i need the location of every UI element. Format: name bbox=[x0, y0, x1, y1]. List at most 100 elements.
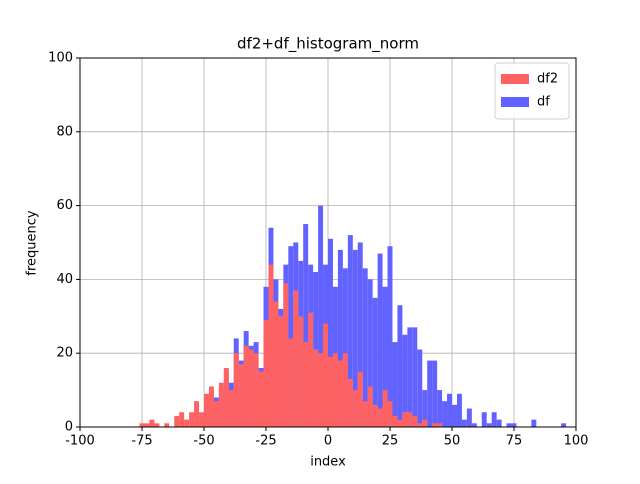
legend-swatch bbox=[501, 74, 529, 84]
bar bbox=[397, 305, 403, 427]
x-tick-label: 75 bbox=[506, 434, 523, 449]
bar bbox=[397, 419, 403, 427]
bar bbox=[303, 342, 309, 427]
bar bbox=[372, 297, 378, 427]
x-tick-label: -50 bbox=[193, 434, 214, 449]
bar bbox=[432, 423, 438, 427]
bar bbox=[199, 412, 204, 427]
bar bbox=[506, 423, 512, 427]
bar bbox=[223, 367, 229, 427]
bar bbox=[308, 312, 314, 427]
bar bbox=[402, 412, 408, 427]
bar bbox=[357, 371, 363, 427]
bar bbox=[243, 345, 249, 427]
bar bbox=[561, 423, 567, 427]
bar bbox=[367, 386, 373, 427]
legend-swatch bbox=[501, 97, 529, 107]
bar bbox=[481, 412, 487, 427]
y-tick-label: 100 bbox=[48, 51, 73, 66]
bar bbox=[466, 408, 472, 427]
bar bbox=[204, 393, 209, 427]
bar bbox=[437, 390, 443, 427]
bar bbox=[228, 390, 234, 427]
x-tick-label: -100 bbox=[65, 434, 95, 449]
bar bbox=[452, 404, 457, 427]
bar bbox=[318, 205, 324, 427]
bar bbox=[194, 401, 200, 427]
bar bbox=[387, 246, 393, 427]
bar bbox=[278, 316, 284, 427]
bar bbox=[382, 390, 388, 427]
bar bbox=[412, 327, 418, 427]
bar bbox=[263, 319, 269, 427]
x-tick-label: 25 bbox=[382, 434, 399, 449]
bar bbox=[402, 334, 408, 427]
x-tick-label: 100 bbox=[564, 434, 589, 449]
bar bbox=[352, 249, 358, 427]
bar bbox=[328, 356, 333, 427]
bar bbox=[432, 360, 438, 427]
x-axis-label: index bbox=[310, 455, 346, 470]
legend-label: df2 bbox=[537, 72, 558, 87]
bar bbox=[347, 379, 353, 427]
bar bbox=[367, 279, 373, 427]
bar bbox=[442, 401, 448, 427]
bar bbox=[362, 401, 368, 427]
bar bbox=[407, 412, 413, 427]
bar bbox=[422, 390, 428, 427]
bar bbox=[149, 419, 155, 427]
bar bbox=[144, 423, 150, 427]
bar bbox=[248, 349, 254, 427]
bar bbox=[189, 412, 195, 427]
x-tick-label: 0 bbox=[324, 434, 332, 449]
bar bbox=[486, 423, 492, 427]
bar bbox=[337, 249, 343, 427]
bar bbox=[447, 393, 452, 427]
y-tick-label: 20 bbox=[56, 346, 73, 361]
bar bbox=[323, 323, 328, 427]
bar bbox=[288, 246, 294, 427]
bar bbox=[337, 360, 343, 427]
bar bbox=[268, 264, 274, 427]
x-tick-label: -75 bbox=[131, 434, 152, 449]
bar bbox=[372, 404, 378, 427]
bar bbox=[471, 423, 477, 427]
y-tick-label: 60 bbox=[56, 198, 73, 213]
legend: df2 df bbox=[494, 62, 570, 120]
bar bbox=[303, 224, 309, 427]
bar bbox=[174, 415, 180, 427]
bar bbox=[298, 316, 304, 427]
bar bbox=[427, 360, 433, 427]
bar bbox=[417, 423, 423, 427]
y-tick-label: 80 bbox=[56, 124, 73, 139]
bar bbox=[511, 423, 517, 427]
bar bbox=[258, 371, 264, 427]
bar bbox=[496, 419, 502, 427]
bar bbox=[154, 423, 160, 427]
bars bbox=[139, 205, 567, 427]
bar bbox=[208, 386, 214, 427]
bar bbox=[357, 242, 363, 427]
bar bbox=[392, 342, 398, 427]
bar bbox=[328, 238, 333, 427]
bar bbox=[139, 423, 145, 427]
y-axis-label: frequency bbox=[25, 210, 40, 276]
bar bbox=[531, 419, 537, 427]
bar bbox=[362, 268, 368, 427]
y-tick-label: 0 bbox=[65, 420, 73, 435]
bar bbox=[456, 393, 462, 427]
bar bbox=[342, 268, 348, 427]
bar bbox=[253, 353, 259, 427]
ticks: -100 -75 -50 -25 0 25 50 75 100 0 20 40 60 80 100 bbox=[48, 51, 588, 449]
bar bbox=[491, 412, 497, 427]
bar bbox=[417, 349, 423, 427]
bar bbox=[313, 349, 319, 427]
bar bbox=[184, 419, 190, 427]
bar bbox=[342, 353, 348, 427]
chart-title: df2+df_histogram_norm bbox=[237, 35, 419, 54]
bar bbox=[387, 401, 393, 427]
bar bbox=[461, 419, 467, 427]
x-tick-label: -25 bbox=[255, 434, 276, 449]
bar bbox=[382, 286, 388, 427]
